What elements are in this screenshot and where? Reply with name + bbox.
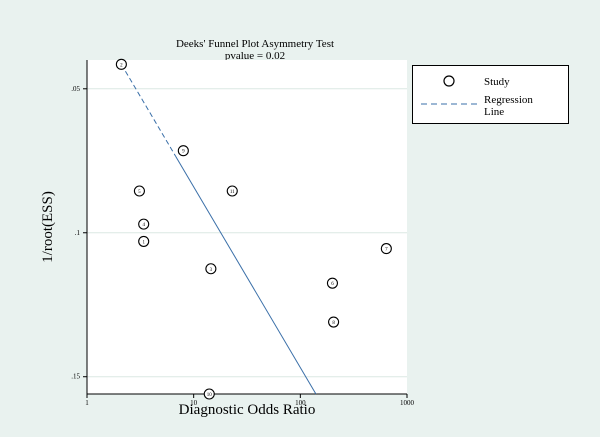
- study-point: 10: [203, 388, 215, 400]
- study-marker: [205, 263, 217, 275]
- study-marker: [326, 277, 338, 289]
- study-marker: [138, 235, 150, 247]
- study-label: 10: [207, 393, 213, 398]
- x-axis-label: Diagnostic Odds Ratio: [179, 402, 316, 418]
- legend: Study Regression Line: [412, 65, 569, 124]
- study-point: 4: [138, 218, 150, 230]
- x-tick-label: 100: [295, 399, 306, 407]
- regression-line-layer: [120, 64, 317, 395]
- y-tick-label: .15: [71, 373, 80, 381]
- legend-regression-label-1: Regression: [484, 94, 533, 106]
- study-label: 11: [230, 190, 235, 195]
- study-point: 5: [133, 185, 145, 197]
- regression-line-dashed: [120, 64, 177, 157]
- x-tick-label: 1000: [400, 399, 415, 407]
- study-label: 4: [142, 223, 145, 228]
- x-tick-label: 10: [190, 399, 198, 407]
- study-label: 2: [120, 63, 123, 68]
- grid-lines: [87, 88, 407, 378]
- legend-study-marker: [443, 75, 455, 87]
- study-point: 1: [138, 235, 150, 247]
- study-label: 1: [142, 240, 145, 245]
- y-axis-label: 1/root(ESS): [40, 191, 56, 263]
- chart-subtitle: pvalue = 0.02: [224, 50, 286, 62]
- study-points: 1 2 3 4 5 6 7 8 9 10 11: [115, 58, 392, 400]
- study-marker: [115, 58, 127, 70]
- study-label: 3: [210, 268, 213, 273]
- y-tick-label: .05: [71, 85, 80, 93]
- study-marker: [133, 185, 145, 197]
- study-label: 5: [138, 190, 141, 195]
- legend-regression-label-2: Line: [484, 106, 504, 118]
- study-marker: [328, 316, 340, 328]
- study-label: 9: [182, 150, 185, 155]
- study-point: 6: [326, 277, 338, 289]
- study-point: 9: [177, 145, 189, 157]
- plot-area: [87, 60, 407, 394]
- study-point: 8: [328, 316, 340, 328]
- y-tick-label: .1: [75, 229, 81, 237]
- study-label: 8: [332, 321, 335, 326]
- study-marker: [380, 243, 392, 255]
- legend-study-label: Study: [484, 76, 510, 88]
- study-marker: [138, 218, 150, 230]
- study-marker: [177, 145, 189, 157]
- x-tick-label: 1: [85, 399, 89, 407]
- study-point: 3: [205, 263, 217, 275]
- chart-title: Deeks' Funnel Plot Asymmetry Test: [175, 38, 335, 50]
- study-point: 7: [380, 243, 392, 255]
- study-marker: [203, 388, 215, 400]
- axes: .05 .1 .15 1 10 100 1000: [71, 60, 415, 407]
- study-point: 11: [226, 185, 238, 197]
- study-label: 6: [331, 282, 334, 287]
- study-label: 7: [385, 248, 388, 253]
- study-point: 2: [115, 58, 127, 70]
- regression-line: [175, 156, 317, 395]
- study-marker: [226, 185, 238, 197]
